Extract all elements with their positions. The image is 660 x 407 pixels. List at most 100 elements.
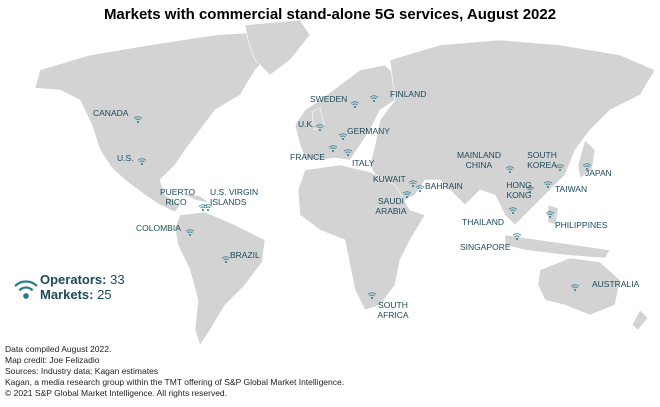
signal-dot (508, 170, 512, 174)
legend-label: Operators: (40, 272, 107, 287)
signal-dot (370, 296, 374, 300)
market-label: AUSTRALIA (592, 279, 640, 289)
signal-arc (557, 166, 563, 169)
signal-arc (343, 149, 353, 152)
signal-arc (555, 164, 565, 167)
signal-arc (404, 193, 410, 196)
signal-icon (402, 191, 412, 199)
market-label: KUWAIT (373, 174, 406, 184)
footer-line: Sources: Industry data; Kagan estimates (5, 366, 159, 376)
signal-dot (411, 184, 415, 188)
signal-arc (369, 294, 375, 297)
legend-markets: Markets: 25 (40, 287, 125, 302)
signal-arc (545, 183, 551, 186)
market-label: JAPAN (585, 168, 612, 178)
market-label: SINGAPORE (460, 242, 511, 252)
signal-icon (415, 185, 425, 193)
signal-arc (415, 185, 425, 188)
signal-arc (570, 284, 580, 287)
market-label: FRANCE (290, 152, 325, 162)
signal-arc (527, 188, 533, 191)
signal-icon (508, 207, 518, 215)
signal-arc (205, 206, 211, 209)
signal-arc (187, 231, 193, 234)
signal-icon (525, 186, 535, 194)
signal-arc (139, 160, 145, 163)
signal-arc (507, 168, 513, 171)
signal-dot (573, 288, 577, 292)
signal-arc (369, 95, 379, 98)
signal-dot (528, 190, 532, 194)
signal-dot (23, 293, 29, 299)
signal-dot (318, 128, 322, 132)
signal-arc (223, 258, 229, 261)
signal-arc (338, 133, 348, 136)
signal-dot (136, 120, 140, 124)
signal-dot (140, 162, 144, 166)
signal-icon (343, 149, 353, 157)
signal-arc (505, 166, 515, 169)
signal-icon (133, 116, 143, 124)
market-label: SWEDEN (310, 94, 348, 104)
signal-arc (18, 286, 34, 292)
signal-dot (585, 167, 589, 171)
signal-arc (410, 182, 416, 185)
signal-arc (402, 191, 412, 194)
signal-icon (185, 229, 195, 237)
signal-arc (200, 206, 206, 209)
signal-arc (340, 135, 346, 138)
signal-arc (572, 286, 578, 289)
market-label: U.S. (117, 153, 134, 163)
signal-arc (367, 292, 377, 295)
signal-arc (543, 181, 553, 184)
market-label: BAHRAIN (425, 181, 463, 191)
market-label: SAUDI ARABIA (375, 196, 407, 216)
market-label: GERMANY (347, 126, 390, 136)
signal-dot (206, 208, 210, 212)
signal-dot (331, 149, 335, 153)
signal-icon (328, 145, 338, 153)
signal-arc (584, 165, 590, 168)
signal-arc (328, 145, 338, 148)
legend-value: 33 (110, 272, 125, 287)
signal-arc (135, 118, 141, 121)
market-label: SOUTH AFRICA (377, 300, 409, 320)
market-label: U.S. VIRGIN ISLANDS (210, 187, 259, 207)
signal-arc (512, 233, 522, 236)
signal-arc (221, 256, 231, 259)
signal-arc (510, 209, 516, 212)
signal-dot (353, 105, 357, 109)
signal-dot (546, 185, 550, 189)
market-label: SOUTH KOREA (527, 150, 557, 170)
signal-icon (545, 211, 555, 219)
footer-line: Data compiled August 2022. (5, 344, 112, 354)
signal-icon (198, 204, 208, 212)
market-label: FINLAND (390, 89, 427, 99)
signal-arc (315, 124, 325, 127)
legend-label: Markets: (40, 287, 94, 302)
footer-line: Map credit: Joe Felizadio (5, 355, 100, 365)
signal-arc (350, 101, 360, 104)
signal-arc (352, 103, 358, 106)
signal-arc (582, 163, 592, 166)
signal-icon (505, 166, 515, 174)
footer: Data compiled August 2022. Map credit: Jo… (5, 344, 344, 399)
signal-arc (371, 97, 377, 100)
signal-dot (548, 215, 552, 219)
signal-arc (14, 280, 38, 287)
map-title: Markets with commercial stand-alone 5G s… (103, 6, 557, 23)
footer-line: © 2021 S&P Global Market Intelligence. A… (5, 388, 228, 398)
footer-line: Kagan, a media research group within the… (5, 377, 345, 387)
signal-dot (341, 137, 345, 141)
signal-arc (317, 126, 323, 129)
signal-arc (330, 147, 336, 150)
signal-icon (369, 95, 379, 103)
signal-dot (418, 189, 422, 193)
market-label: COLOMBIA (136, 223, 181, 233)
signal-dot (224, 260, 228, 264)
market-label: TAIWAN (555, 184, 588, 194)
market-label: ITALY (352, 158, 375, 168)
signal-icon (408, 180, 418, 188)
signal-arc (345, 151, 351, 154)
signal-dot (511, 211, 515, 215)
